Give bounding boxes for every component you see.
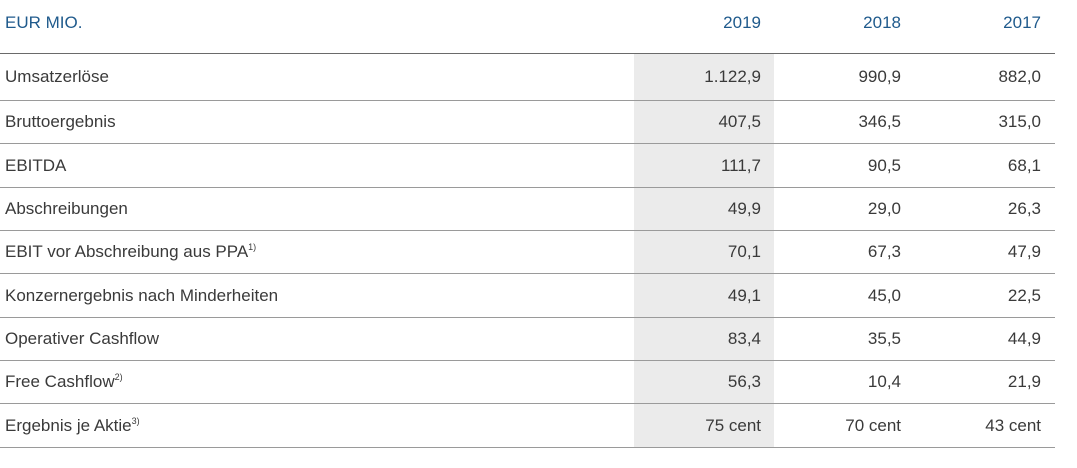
value-2019: 407,5	[718, 111, 761, 131]
row-label: Konzernergebnis nach Minderheiten	[5, 286, 278, 306]
value-2019: 111,7	[720, 155, 761, 175]
row-label-text: Free Cashflow	[5, 372, 115, 391]
row-label-text: Operativer Cashflow	[5, 329, 160, 348]
value-2018: 45,0	[867, 285, 901, 305]
row-label: EBITDA	[5, 156, 66, 176]
value-2018: 35,5	[867, 329, 901, 348]
header-unit-label: EUR MIO.	[5, 12, 83, 32]
value-2018: 90,5	[867, 155, 901, 175]
value-2018: 29,0	[867, 199, 901, 218]
value-2017: 43 cent	[985, 415, 1041, 435]
value-2018: 10,4	[867, 372, 901, 391]
table-row: Abschreibungen 49,9 29,0 26,3	[0, 188, 1055, 231]
highlight-column-2019	[634, 54, 774, 448]
row-label-text: Ergebnis je Aktie	[5, 415, 132, 435]
value-2019: 56,3	[727, 372, 761, 391]
footnote-marker: 3)	[131, 415, 140, 426]
value-2017: 47,9	[1007, 242, 1041, 261]
table-header-row: EUR MIO. 2019 2018 2017	[0, 0, 1055, 54]
value-2019: 49,1	[727, 285, 761, 305]
value-2017: 26,3	[1007, 199, 1041, 218]
row-label-text: EBIT vor Abschreibung aus PPA	[5, 242, 249, 261]
row-label: Ergebnis je Aktie3)	[5, 416, 140, 436]
value-2017: 882,0	[998, 67, 1041, 86]
row-label-text: Konzernergebnis nach Minderheiten	[5, 285, 279, 305]
row-label: Free Cashflow2)	[5, 372, 123, 392]
value-2018: 990,9	[858, 67, 901, 86]
row-label-text: Abschreibungen	[5, 199, 128, 218]
row-label-text: Umsatzerlöse	[5, 67, 109, 86]
value-2019: 70,1	[727, 242, 761, 261]
table-row: Bruttoergebnis 407,5 346,5 315,0	[0, 100, 1055, 144]
value-2018: 70 cent	[845, 415, 901, 435]
table-row: EBITDA 111,7 90,5 68,1	[0, 144, 1055, 188]
table-row: Ergebnis je Aktie3) 75 cent 70 cent 43 cent	[0, 404, 1055, 448]
value-2017: 44,9	[1007, 329, 1041, 348]
value-2017: 22,5	[1007, 285, 1041, 305]
row-label-text: Bruttoergebnis	[5, 111, 116, 131]
value-2019: 75 cent	[705, 415, 761, 435]
table-row: Umsatzerlöse 1.122,9 990,9 882,0	[0, 54, 1055, 101]
value-2018: 67,3	[867, 242, 901, 261]
header-year-2019: 2019	[723, 12, 761, 32]
value-2019: 83,4	[727, 329, 761, 348]
table-row: Free Cashflow2) 56,3 10,4 21,9	[0, 361, 1055, 404]
row-label-text: EBITDA	[5, 155, 67, 175]
value-2017: 68,1	[1007, 155, 1041, 175]
table-row: EBIT vor Abschreibung aus PPA1) 70,1 67,3 4…	[0, 231, 1055, 274]
header-year-2018: 2018	[863, 12, 901, 32]
value-2017: 315,0	[998, 111, 1041, 131]
footnote-marker: 1)	[248, 242, 257, 252]
row-label: Bruttoergebnis	[5, 112, 116, 132]
table-row: Operativer Cashflow 83,4 35,5 44,9	[0, 318, 1055, 361]
row-label: Umsatzerlöse	[5, 67, 109, 87]
row-label: EBIT vor Abschreibung aus PPA1)	[5, 242, 256, 262]
header-year-2017: 2017	[1003, 12, 1041, 32]
value-2019: 1.122,9	[704, 67, 761, 86]
value-2019: 49,9	[727, 199, 761, 218]
row-label: Operativer Cashflow	[5, 329, 159, 349]
value-2017: 21,9	[1007, 372, 1041, 391]
value-2018: 346,5	[858, 111, 901, 131]
footnote-marker: 2)	[114, 372, 123, 382]
table-row: Konzernergebnis nach Minderheiten 49,1 45,…	[0, 274, 1055, 318]
row-label: Abschreibungen	[5, 199, 128, 219]
